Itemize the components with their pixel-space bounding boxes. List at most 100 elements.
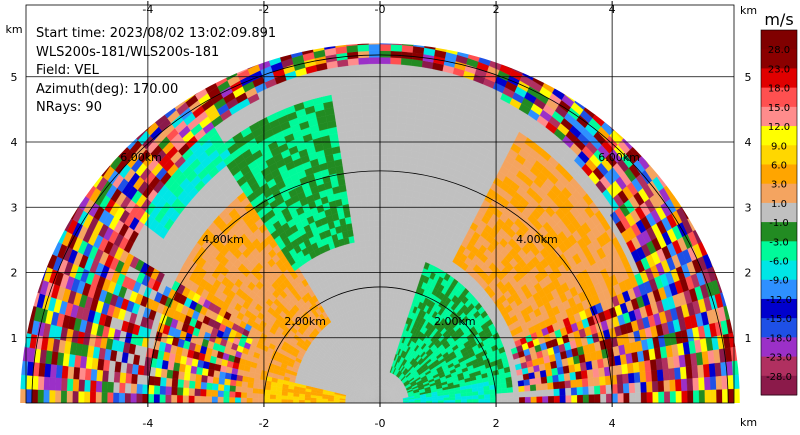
velocity-cell — [343, 6, 356, 14]
velocity-cell — [228, 396, 236, 404]
velocity-cell — [355, 142, 365, 151]
velocity-cell — [356, 18, 368, 25]
velocity-cell — [379, 76, 391, 84]
velocity-cell — [680, 188, 692, 205]
velocity-cell — [486, 31, 499, 42]
velocity-cell — [390, 220, 398, 228]
velocity-cell — [100, 146, 114, 163]
velocity-cell — [43, 376, 51, 391]
velocity-cell — [476, 20, 489, 30]
velocity-cell — [390, 57, 402, 65]
velocity-cell — [568, 83, 582, 98]
velocity-cell — [379, 213, 387, 221]
velocity-cell — [234, 391, 242, 398]
velocity-cell — [224, 378, 231, 386]
velocity-cell — [308, 18, 321, 27]
velocity-cell — [398, 201, 406, 210]
velocity-cell — [129, 121, 143, 136]
velocity-cell — [293, 7, 306, 16]
velocity-cell — [371, 135, 381, 143]
velocity-cell — [298, 399, 305, 404]
velocity-cell — [310, 30, 323, 39]
velocity-cell — [499, 29, 512, 40]
velocity-cell — [136, 374, 144, 385]
velocity-cell — [387, 272, 393, 280]
velocity-cell — [26, 375, 33, 390]
velocity-cell — [369, 76, 381, 84]
velocity-cell — [346, 44, 359, 53]
velocity-cell — [37, 389, 44, 404]
velocity-cell — [372, 161, 381, 169]
velocity-cell — [369, 239, 376, 247]
velocity-cell — [372, 291, 377, 300]
velocity-cell — [365, 168, 374, 176]
velocity-cell — [543, 51, 558, 65]
velocity-cell — [380, 25, 392, 32]
velocity-cell — [666, 164, 679, 181]
velocity-cell — [361, 207, 369, 215]
velocity-cell — [607, 92, 622, 108]
velocity-cell — [78, 391, 85, 404]
velocity-cell — [113, 371, 121, 383]
velocity-cell — [125, 372, 132, 384]
velocity-cell — [357, 50, 370, 59]
velocity-cell — [532, 45, 547, 58]
velocity-cell — [223, 384, 231, 392]
velocity-cell — [385, 226, 392, 234]
velocity-cell — [357, 221, 364, 229]
velocity-cell — [359, 76, 371, 85]
velocity-cell — [235, 385, 242, 393]
velocity-cell — [350, 215, 358, 224]
velocity-cell — [390, 63, 402, 72]
velocity-cell — [96, 142, 109, 159]
velocity-cell — [119, 372, 127, 384]
velocity-cell — [375, 252, 381, 260]
velocity-cell — [379, 167, 388, 175]
velocity-cell — [540, 57, 555, 70]
velocity-cell — [379, 63, 391, 71]
velocity-cell — [379, 311, 383, 319]
velocity-cell — [334, 33, 346, 41]
velocity-cell — [200, 381, 208, 390]
velocity-cell — [556, 52, 571, 66]
velocity-cell — [513, 28, 527, 40]
velocity-cell — [474, 27, 487, 37]
velocity-cell — [360, 83, 371, 91]
velocity-cell — [521, 43, 536, 52]
velocity-cell — [350, 90, 362, 99]
velocity-cell — [275, 398, 282, 404]
velocity-cell — [414, 33, 426, 41]
velocity-cell — [304, 399, 311, 404]
velocity-cell — [375, 331, 379, 339]
velocity-cell — [442, 5, 455, 14]
velocity-cell — [217, 396, 224, 404]
velocity-cell — [370, 252, 376, 260]
velocity-cell — [505, 45, 520, 58]
velocity-cell — [360, 194, 368, 202]
velocity-cell — [348, 70, 360, 79]
velocity-cell — [374, 220, 381, 228]
velocity-cell — [387, 155, 396, 163]
velocity-cell — [370, 305, 375, 313]
velocity-cell — [388, 115, 398, 124]
velocity-cell — [577, 67, 592, 82]
velocity-cell — [320, 15, 333, 24]
velocity-cell — [200, 388, 207, 397]
velocity-cell — [353, 122, 364, 131]
velocity-cell — [66, 390, 73, 404]
velocity-cell — [379, 161, 388, 169]
velocity-cell — [212, 376, 220, 385]
velocity-cell — [436, 43, 449, 46]
velocity-cell — [345, 32, 357, 40]
velocity-cell — [367, 207, 375, 215]
velocity-cell — [379, 181, 388, 188]
velocity-cell — [281, 11, 295, 21]
velocity-cell — [401, 44, 414, 53]
velocity-cell — [438, 24, 451, 33]
velocity-cell — [349, 162, 359, 171]
velocity-cell — [258, 393, 265, 399]
velocity-cell — [404, 19, 416, 27]
velocity-cell — [217, 390, 224, 398]
velocity-cell — [240, 386, 248, 393]
